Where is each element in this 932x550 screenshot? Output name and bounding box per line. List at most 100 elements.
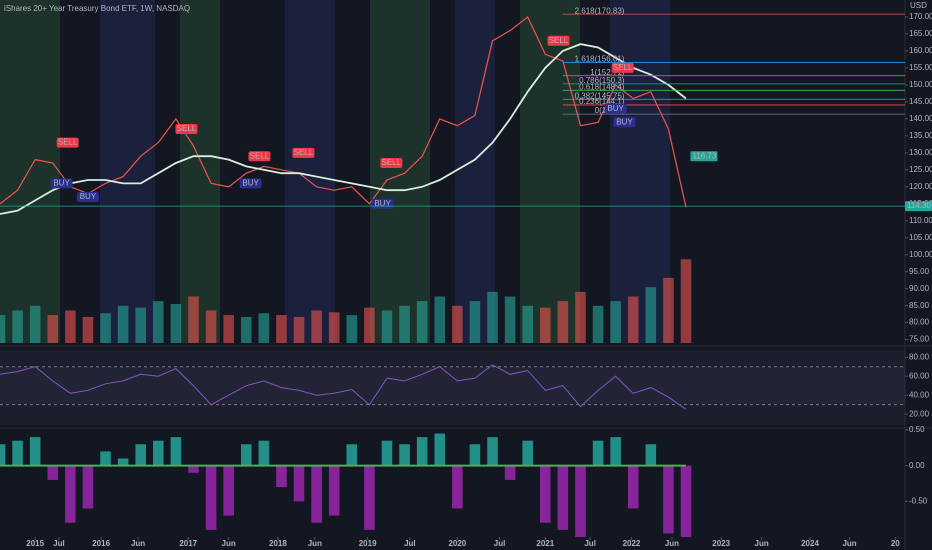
volume-bar [557,301,569,343]
x-tick-label: Jun [308,539,322,548]
volume-bar [276,315,287,343]
price-badge [905,201,932,212]
histogram-bar [205,465,217,530]
signal-badge [611,62,634,73]
signal-badge [248,151,271,162]
y-tick-label: 100.00 [909,250,932,259]
volume-bar [65,310,76,343]
volume-bar [12,310,23,343]
volume-bar [540,307,551,343]
volume-bar [47,315,59,343]
volume-bar [117,305,129,343]
x-tick-label: 2015 [26,539,44,548]
histogram-bar [645,444,657,466]
signal-label: BUY [53,178,70,187]
x-tick-label: 2024 [801,539,819,548]
fib-label: 0.618(148.4) [579,82,625,91]
volume-bar [575,291,586,343]
y-tick-label: 145.00 [909,97,932,106]
histogram-bar [276,465,287,488]
histogram-bar [557,465,569,530]
x-tick-label: 2016 [92,539,110,548]
histogram-bar [117,458,129,466]
y-tick-label: 80.00 [909,318,930,327]
histogram-bar [170,437,182,466]
volume-bar [29,305,41,343]
histogram-bar [522,440,533,466]
signal-label: SELL [613,63,633,72]
histogram-bar [592,440,604,466]
y-tick-label: 0.50 [909,425,925,434]
signal-label: BUY [607,104,624,113]
x-tick-label: 20 [891,539,900,548]
signal-label: BUY [616,117,633,126]
volume-bar [328,312,340,343]
x-tick-label: 2022 [623,539,641,548]
y-tick-label: 95.00 [909,267,930,276]
histogram-bar [258,440,270,466]
price-line [0,16,687,208]
x-tick-label: Jun [842,539,856,548]
histogram-bar [293,465,305,502]
volume-bar [399,305,410,343]
x-tick-label: Jun [222,539,236,548]
volume-bar [100,313,111,343]
histogram-bar [12,440,23,466]
histogram-bar [188,465,199,473]
histogram-bar [575,465,586,537]
volume-bar [504,296,516,343]
y-tick-label: 135.00 [909,131,932,140]
volume-bar [188,296,199,343]
signal-label: SELL [58,138,78,147]
signal-badge [56,137,79,148]
signal-label: BUY [80,192,97,201]
volume-bar [170,303,182,343]
volume-bar [434,296,446,343]
x-tick-label: Jun [665,539,679,548]
price-badge [690,151,718,162]
histogram-bar [65,465,76,523]
y-tick-label: 110.00 [909,216,932,225]
volume-bar [592,305,604,343]
volume-bar [610,301,621,343]
volume-bar [293,316,305,343]
signal-badge [292,147,315,158]
histogram-bar [135,444,146,466]
y-tick-label: 0.00 [909,461,925,470]
x-tick-label: Jun [755,539,769,548]
y-tick-label: 160.00 [909,46,932,55]
histogram-bar [452,465,463,509]
histogram-bar [364,465,375,530]
signal-badge [76,191,99,202]
y-tick-label: -0.50 [909,496,928,505]
y-tick-label: 170.00 [909,12,932,21]
x-tick-label: 2020 [448,539,466,548]
price-badge-label: 114.30 [907,201,931,210]
y-tick-label: 165.00 [909,29,932,38]
y-tick-label: 40.00 [909,390,930,399]
x-tick-label: Jul [53,539,65,548]
y-unit: USD [910,1,927,10]
histogram-bar [346,444,358,466]
signal-badge [239,178,262,189]
histogram-bar [540,465,551,523]
x-tick-label: Jul [494,539,506,548]
y-tick-label: 150.00 [909,80,932,89]
y-tick-label: 155.00 [909,63,932,72]
volume-bar [258,313,270,343]
volume-bar [223,315,234,343]
signal-label: SELL [294,148,314,157]
volume-bar [416,301,428,343]
signal-badge [547,35,570,46]
y-tick-label: 125.00 [909,165,932,174]
histogram-bar [663,465,674,534]
histogram-bar [0,444,6,466]
y-tick-label: 20.00 [909,409,930,418]
y-tick-label: 130.00 [909,148,932,157]
volume-bar [469,301,481,343]
y-tick-label: 120.00 [909,182,932,191]
histogram-bar [100,451,111,466]
histogram-bar [153,440,164,466]
x-tick-label: 2021 [536,539,554,548]
